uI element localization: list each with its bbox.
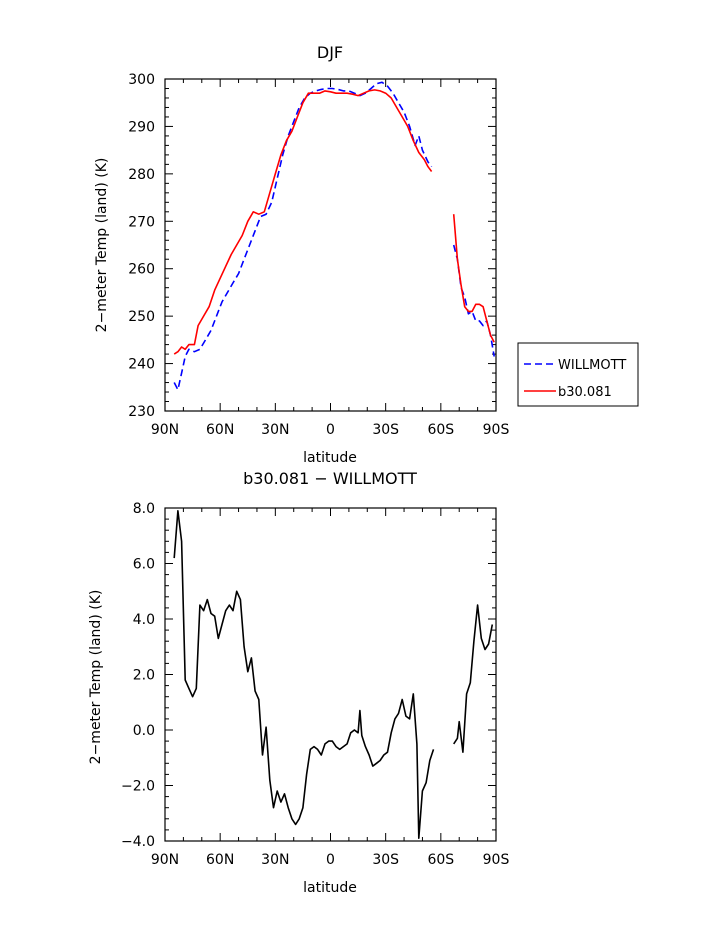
y-tick-label: 280 — [128, 167, 155, 183]
x-tick-label: 30S — [372, 852, 399, 868]
x-tick-labels: 90N 60N 30N 0 30S 60S 90S — [151, 422, 510, 438]
y-tick-label: 6.0 — [133, 557, 155, 573]
y-axis-label: 2−meter Temp (land) (K) — [94, 158, 110, 333]
x-tick-label: 60S — [427, 422, 454, 438]
x-axis-label: latitude — [303, 450, 357, 466]
plot-border — [164, 507, 497, 842]
x-tick-label: 0 — [326, 852, 335, 868]
legend-box — [517, 342, 639, 407]
chart-title: DJF — [317, 43, 343, 62]
x-tick-label: 60N — [206, 852, 234, 868]
axes-frame — [164, 507, 497, 842]
y-tick-label: 230 — [128, 404, 155, 420]
y-tick-label: 250 — [128, 309, 155, 325]
legend: WILLMOTT b30.081 — [517, 342, 639, 407]
panel-difference: b30.081 − WILLMOTT 90N 60N 30N 0 30S 60S 90S −… — [88, 469, 509, 896]
series-line-0 — [452, 244, 495, 357]
y-tick-labels: 230 240 250 260 270 280 290 300 — [128, 72, 155, 420]
x-axis-label: latitude — [303, 880, 357, 896]
plot-border — [164, 78, 497, 412]
x-tick-label: 90S — [483, 852, 510, 868]
x-tick-label: 60S — [427, 852, 454, 868]
x-tick-label: 30N — [261, 422, 289, 438]
y-tick-label: 240 — [128, 357, 155, 373]
legend-entry-b30-081: b30.081 — [558, 385, 612, 400]
y-tick-label: 4.0 — [133, 612, 155, 628]
y-tick-label: 8.0 — [133, 501, 155, 517]
x-tick-label: 90S — [483, 422, 510, 438]
y-tick-label: 270 — [128, 214, 155, 230]
series-line-0 — [173, 509, 435, 840]
series-lines — [173, 509, 494, 840]
x-tick-label: 60N — [206, 422, 234, 438]
y-axis-label: 2−meter Temp (land) (K) — [88, 590, 104, 765]
y-tick-label: 300 — [128, 72, 155, 88]
series-line-1 — [452, 214, 495, 343]
y-tick-label: −2.0 — [121, 779, 155, 795]
x-tick-labels: 90N 60N 30N 0 30S 60S 90S — [151, 852, 510, 868]
y-tick-label: 290 — [128, 119, 155, 135]
series-line-0 — [173, 81, 433, 391]
series-line-0 — [453, 604, 494, 754]
panel-djf: DJF 90N 60N 30N 0 30S 60S 90S 2302402502602702… — [94, 43, 639, 466]
y-tick-label: −4.0 — [121, 834, 155, 850]
y-tick-label: 260 — [128, 262, 155, 278]
x-tick-label: 0 — [326, 422, 335, 438]
y-tick-label: 0.0 — [133, 723, 155, 739]
chart-title: b30.081 − WILLMOTT — [243, 469, 417, 488]
y-tick-label: 2.0 — [133, 668, 155, 684]
x-tick-label: 30S — [372, 422, 399, 438]
x-tick-label: 30N — [261, 852, 289, 868]
y-tick-labels: −4.0 −2.0 0.0 2.0 4.0 6.0 8.0 — [121, 501, 155, 850]
x-tick-label: 90N — [151, 852, 179, 868]
x-tick-label: 90N — [151, 422, 179, 438]
axes-frame — [164, 78, 497, 412]
series-lines — [173, 81, 495, 391]
series-line-1 — [173, 89, 433, 355]
legend-entry-willmott: WILLMOTT — [558, 358, 626, 373]
